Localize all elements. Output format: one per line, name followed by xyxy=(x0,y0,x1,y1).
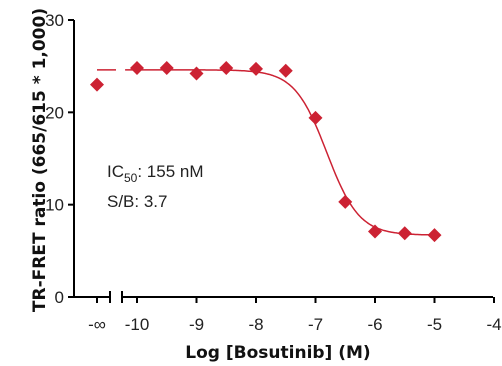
sb-ratio: S/B: 3.7 xyxy=(107,192,167,211)
data-point xyxy=(249,61,263,76)
data-point xyxy=(219,61,234,76)
data-point xyxy=(278,63,293,78)
fit-curve xyxy=(125,69,437,236)
svg-text:IC50: 155 nM: IC50: 155 nM xyxy=(107,162,204,185)
data-point-neg-infinity xyxy=(90,77,104,92)
annotation: IC50: 155 nM S/B: 3.7 xyxy=(107,162,204,211)
ic50-value: : 155 nM xyxy=(137,162,203,181)
y-axis-title: TR-FRET ratio (665/615 * 1,000) xyxy=(30,8,50,312)
y-tick-label: 20 xyxy=(45,103,64,122)
ic50-subscript: 50 xyxy=(124,171,138,185)
x-tick-label: -9 xyxy=(189,315,204,334)
x-axis-title: Log [Bosutinib] (M) xyxy=(185,343,370,363)
data-point xyxy=(130,61,144,76)
x-tick-label: -6 xyxy=(367,315,382,334)
data-point xyxy=(159,61,174,76)
data-point xyxy=(427,228,442,243)
data-point xyxy=(368,224,382,239)
x-tick-label: -4 xyxy=(486,315,501,334)
data-point xyxy=(308,110,323,125)
x-tick-label: -∞ xyxy=(88,315,106,334)
x-tick-label: -7 xyxy=(308,315,323,334)
y-tick-label: 0 xyxy=(55,288,64,307)
data-point xyxy=(338,194,353,209)
x-tick-label: -8 xyxy=(248,315,263,334)
x-tick-label: -10 xyxy=(125,315,150,334)
y-tick-label: 30 xyxy=(45,11,64,30)
data-point xyxy=(189,66,204,81)
x-tick-label: -5 xyxy=(427,315,442,334)
y-tick-label: 10 xyxy=(45,196,64,215)
ic50-label: IC xyxy=(107,162,124,181)
data-point xyxy=(397,226,412,241)
